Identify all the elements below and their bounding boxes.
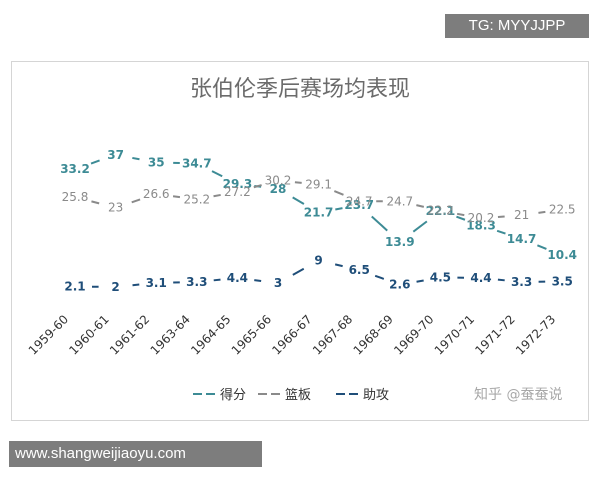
series-2-segment xyxy=(416,279,424,283)
x-tick-label: 1964-65 xyxy=(188,312,233,357)
series-0-segment xyxy=(371,215,388,232)
series-0-segment xyxy=(412,220,428,233)
data-label-series-1: 26.6 xyxy=(143,187,170,201)
series-1-segment xyxy=(333,190,344,196)
series-1-segment xyxy=(172,195,181,199)
series-1-segment xyxy=(131,198,141,204)
series-2-segment xyxy=(254,279,262,282)
series-1-segment xyxy=(294,181,302,184)
legend-label-2: 助攻 xyxy=(363,388,389,403)
series-1-segment xyxy=(416,204,425,208)
x-tick-label: 1967-68 xyxy=(310,312,355,357)
data-label-series-0: 29.3 xyxy=(223,177,253,191)
series-0-segment xyxy=(537,244,547,250)
data-label-series-1: 27.2 xyxy=(224,185,251,199)
x-tick-label: 1969-70 xyxy=(391,312,436,357)
series-1-segment xyxy=(538,210,546,214)
series-2-segment xyxy=(213,278,221,282)
data-label-series-1: 29.1 xyxy=(305,178,332,192)
x-tick-label: 1966-67 xyxy=(269,312,314,357)
data-label-series-2: 9 xyxy=(314,254,322,268)
data-label-series-0: 18.3 xyxy=(466,218,496,232)
series-2-segment xyxy=(334,263,343,268)
data-label-series-2: 3 xyxy=(274,276,282,290)
data-label-series-2: 2 xyxy=(111,280,119,294)
data-label-series-1: 24.7 xyxy=(346,194,373,208)
series-0-segment xyxy=(496,229,506,235)
x-tick-label: 1959-60 xyxy=(26,312,71,357)
data-label-series-0: 23.7 xyxy=(344,198,374,212)
data-label-series-0: 13.9 xyxy=(385,235,415,249)
data-label-series-2: 4.4 xyxy=(470,271,491,285)
data-label-series-1: 30.2 xyxy=(265,173,292,187)
data-label-series-1: 22.5 xyxy=(549,203,576,217)
data-label-series-1: 23 xyxy=(108,201,123,215)
x-tick-label: 1963-64 xyxy=(148,312,193,357)
data-label-series-2: 6.5 xyxy=(349,263,370,277)
data-label-series-1: 21 xyxy=(514,208,529,222)
data-label-series-0: 21.7 xyxy=(304,206,334,220)
data-label-series-2: 2.1 xyxy=(64,280,85,294)
series-2-segment xyxy=(292,267,305,276)
watermark-top-badge: TG: MYYJJPP xyxy=(445,14,589,38)
series-0-segment xyxy=(132,156,140,161)
source-watermark: 知乎 @蚕蚕说 xyxy=(474,386,562,403)
series-0-segment xyxy=(456,215,466,221)
data-label-series-0: 22.1 xyxy=(426,204,456,218)
series-0-segment xyxy=(90,159,100,165)
data-label-series-2: 3.1 xyxy=(146,276,167,290)
watermark-bottom-badge: www.shangweijiaoyu.com xyxy=(9,441,262,467)
x-tick-label: 1971-72 xyxy=(472,312,517,357)
x-tick-label: 1961-62 xyxy=(107,312,152,357)
data-label-series-2: 4.4 xyxy=(227,271,248,285)
series-2-segment xyxy=(132,283,140,287)
x-tick-label: 1965-66 xyxy=(229,312,274,357)
series-1-segment xyxy=(456,212,465,217)
data-label-series-1: 20.2 xyxy=(468,211,495,225)
chart-frame xyxy=(11,61,589,421)
data-label-series-2: 3.5 xyxy=(552,274,573,288)
data-label-series-0: 33.2 xyxy=(60,162,90,176)
data-label-series-0: 35 xyxy=(148,155,165,169)
x-tick-label: 1960-61 xyxy=(66,312,111,357)
data-label-series-0: 10.4 xyxy=(547,248,577,262)
series-2-segment xyxy=(497,278,505,282)
data-label-series-0: 34.7 xyxy=(182,157,212,171)
data-label-series-1: 22.2 xyxy=(427,204,454,218)
data-label-series-1: 25.8 xyxy=(62,190,89,204)
data-label-series-2: 2.6 xyxy=(389,278,410,292)
data-label-series-0: 14.7 xyxy=(507,232,537,246)
data-label-series-2: 3.3 xyxy=(186,275,207,289)
data-label-series-2: 4.5 xyxy=(430,271,451,285)
chart-title: 张伯伦季后赛场均表现 xyxy=(190,77,410,102)
x-tick-label: 1970-71 xyxy=(432,312,477,357)
x-tick-label: 1968-69 xyxy=(351,312,396,357)
series-1-segment xyxy=(91,200,100,205)
series-1-segment xyxy=(213,193,221,198)
series-1-segment xyxy=(253,184,262,189)
series-0-segment xyxy=(292,196,305,205)
series-0-segment xyxy=(211,170,223,178)
data-label-series-1: 24.7 xyxy=(386,194,413,208)
legend-label-1: 篮板 xyxy=(285,388,311,403)
data-label-series-2: 3.3 xyxy=(511,275,532,289)
legend-label-0: 得分 xyxy=(220,387,246,403)
x-tick-label: 1972-73 xyxy=(513,312,558,357)
series-2-segment xyxy=(374,274,385,280)
data-label-series-1: 25.2 xyxy=(183,192,210,206)
data-label-series-0: 28 xyxy=(270,182,287,196)
series-0-segment xyxy=(335,207,343,211)
data-label-series-0: 37 xyxy=(107,148,124,162)
